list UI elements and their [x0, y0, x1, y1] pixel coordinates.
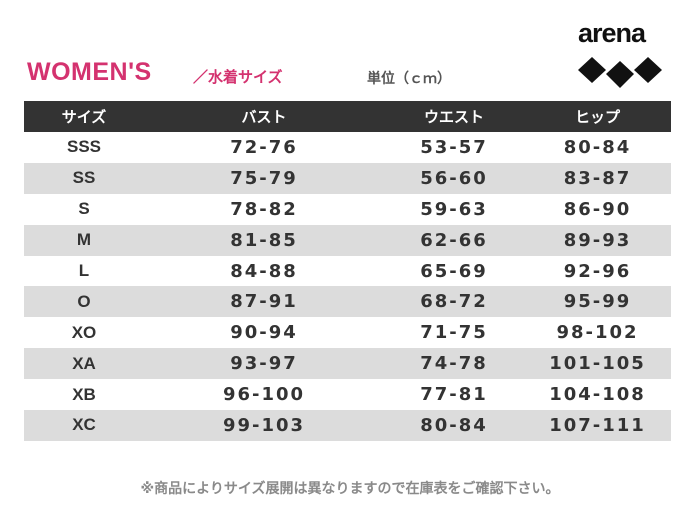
measure-cell: 101-105 — [524, 348, 671, 380]
table-row: XO 90-94 71-75 98-102 — [24, 317, 671, 348]
table-row: S 78-82 59-63 86-90 — [24, 194, 671, 225]
table-row: SS 75-79 56-60 83-87 — [24, 162, 671, 194]
measure-cell: 93-97 — [144, 348, 384, 380]
measure-cell: 77-81 — [420, 384, 488, 406]
measure-cell: 80-84 — [563, 136, 632, 158]
measure-cell: 99-103 — [144, 410, 384, 441]
size-cell: L — [78, 261, 90, 280]
table-row: XB 96-100 77-81 104-108 — [24, 379, 671, 410]
measure-cell: 65-69 — [420, 260, 488, 282]
size-cell: XA — [24, 348, 144, 380]
table-row: M 81-85 62-66 89-93 — [24, 224, 671, 256]
measure-cell: 92-96 — [563, 260, 632, 282]
table-row: XA 93-97 74-78 101-105 — [24, 348, 671, 380]
table-row: XC 99-103 80-84 107-111 — [24, 410, 671, 441]
measure-cell: 62-66 — [384, 224, 524, 256]
table-row: L 84-88 65-69 92-96 — [24, 256, 671, 287]
table-row: O 87-91 68-72 95-99 — [24, 286, 671, 318]
measure-cell: 96-100 — [222, 384, 306, 406]
size-cell: SS — [24, 162, 144, 194]
measure-cell: 72-76 — [230, 136, 298, 158]
measure-cell: 59-63 — [420, 198, 488, 220]
arena-logo: arena — [570, 18, 670, 90]
measure-cell: 74-78 — [384, 348, 524, 380]
size-cell: XO — [71, 322, 97, 342]
measure-cell: 86-90 — [563, 198, 632, 220]
measure-cell: 95-99 — [524, 286, 671, 318]
measure-cell: 84-88 — [230, 260, 298, 282]
size-cell: O — [24, 286, 144, 318]
measure-cell: 81-85 — [144, 224, 384, 256]
measure-cell: 75-79 — [144, 162, 384, 194]
page-title: WOMEN'S — [27, 58, 152, 86]
column-header: ヒップ — [524, 101, 671, 132]
measure-cell: 107-111 — [524, 410, 671, 441]
measure-cell: 53-57 — [420, 136, 488, 158]
measure-cell: 83-87 — [524, 162, 671, 194]
size-cell: M — [24, 224, 144, 256]
page-subtitle: ／水着サイズ — [193, 68, 283, 86]
column-header: ウエスト — [384, 101, 524, 132]
table-row: SSS 72-76 53-57 80-84 — [24, 132, 671, 163]
measure-cell: 89-93 — [524, 224, 671, 256]
diamond-logo-icon — [578, 57, 662, 88]
unit-label: 単位（ｃｍ） — [367, 71, 451, 87]
measure-cell: 98-102 — [556, 322, 639, 344]
size-cell: SSS — [66, 137, 102, 157]
measure-cell: 71-75 — [420, 322, 488, 344]
logo-text: arena — [578, 18, 646, 48]
measure-cell: 90-94 — [230, 322, 298, 344]
size-cell: XB — [72, 384, 96, 404]
measure-cell: 80-84 — [384, 410, 524, 441]
column-header: サイズ — [24, 101, 144, 132]
column-header: バスト — [144, 101, 384, 132]
measure-cell: 104-108 — [549, 384, 646, 406]
measure-cell: 87-91 — [144, 286, 384, 318]
measure-cell: 56-60 — [384, 162, 524, 194]
footnote: ※商品によりサイズ展開は異なりますので在庫表をご確認下さい。 — [140, 481, 560, 497]
measure-cell: 68-72 — [384, 286, 524, 318]
measure-cell: 78-82 — [230, 198, 298, 220]
size-table: サイズ バスト ウエスト ヒップ SSS 72-76 53-57 80-84 SS 75-79 5… — [24, 101, 671, 441]
size-cell: S — [78, 199, 90, 219]
size-cell: XC — [24, 410, 144, 441]
